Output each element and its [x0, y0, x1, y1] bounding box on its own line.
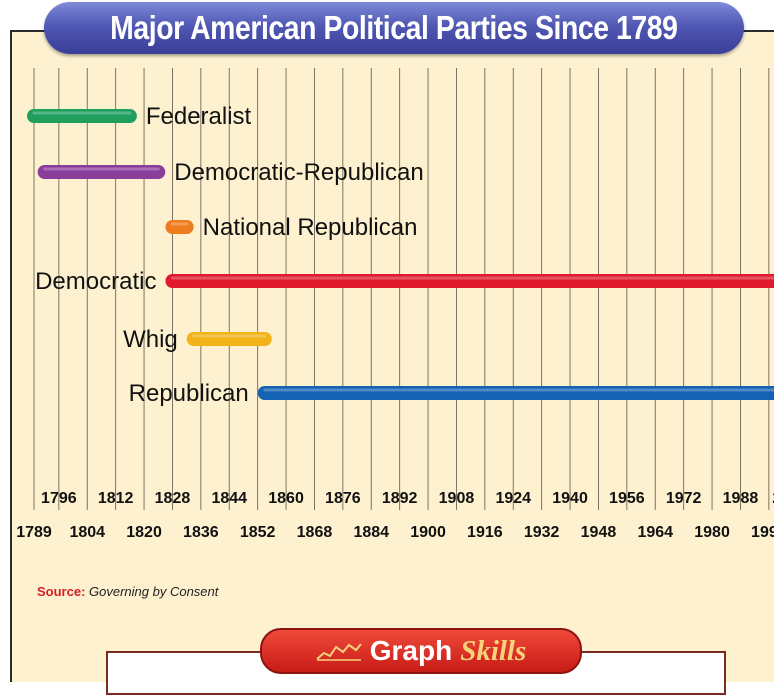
party-label: Democratic-Republican: [174, 159, 423, 186]
tick-label: 1892: [382, 490, 418, 507]
tick-label: 1996: [751, 524, 774, 541]
tick-label: 1908: [439, 490, 475, 507]
tick-label: 1940: [552, 490, 588, 507]
graph-skills-word2: Skills: [460, 634, 527, 667]
source-label: Source:: [37, 584, 86, 599]
tick-label: 1876: [325, 490, 361, 507]
tick-label: 1820: [126, 524, 162, 541]
tick-label: 1789: [16, 524, 52, 541]
chart-panel: [10, 30, 774, 682]
tick-label: 1948: [581, 524, 617, 541]
tick-label: 2002: [772, 490, 774, 507]
tick-label: 1828: [155, 490, 191, 507]
tick-label: 1860: [268, 490, 304, 507]
chart-title: Major American Political Parties Since 1…: [44, 2, 744, 54]
tick-label: 1812: [98, 490, 134, 507]
timeline-chart: Federalist Democratic-Republican National …: [16, 68, 774, 541]
tick-label: 1836: [183, 524, 219, 541]
tick-label: 1988: [723, 490, 759, 507]
tick-label: 1868: [297, 524, 333, 541]
party-label: Democratic: [35, 268, 156, 295]
party-label: Federalist: [146, 103, 252, 130]
tick-label: 1924: [495, 490, 531, 507]
tick-label: 1972: [666, 490, 702, 507]
tick-label: 1852: [240, 524, 276, 541]
party-label: Whig: [123, 326, 178, 353]
tick-label: 1956: [609, 490, 645, 507]
graph-skills-badge: Graph Skills: [260, 628, 582, 674]
tick-label: 1804: [69, 524, 105, 541]
source-text: Governing by Consent: [89, 584, 219, 599]
party-label: Republican: [129, 380, 249, 407]
tick-label: 1844: [211, 490, 247, 507]
party-label: National Republican: [203, 214, 418, 241]
source-line: Source: Governing by Consent: [37, 584, 218, 599]
tick-label: 1796: [41, 490, 77, 507]
graph-skills-word1: Graph: [369, 635, 453, 666]
tick-label: 1980: [694, 524, 730, 541]
mini-chart-icon: [316, 643, 362, 661]
tick-label: 1932: [524, 524, 560, 541]
tick-label: 1900: [410, 524, 446, 541]
tick-label: 1916: [467, 524, 503, 541]
tick-label: 1884: [353, 524, 389, 541]
tick-label: 1964: [637, 524, 673, 541]
